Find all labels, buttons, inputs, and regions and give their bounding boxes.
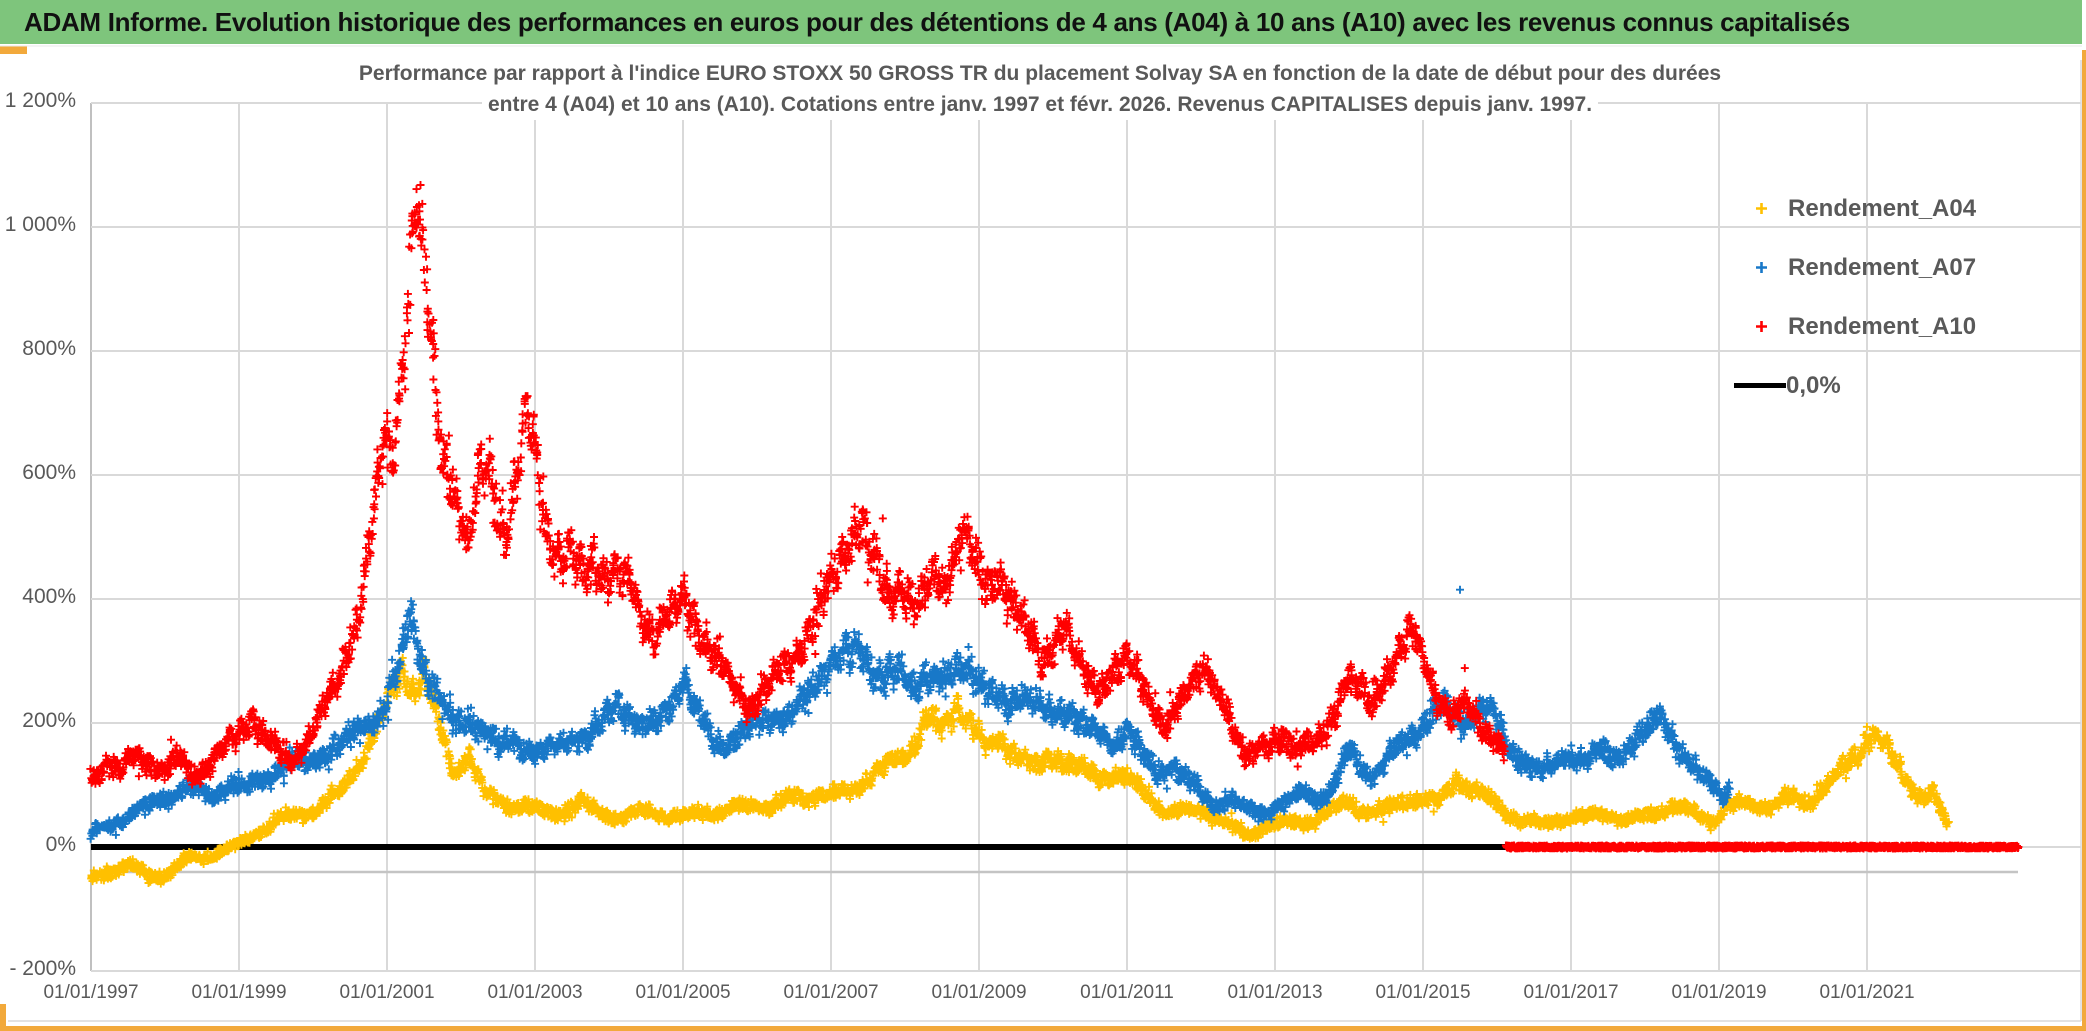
legend-label: Rendement_A10 xyxy=(1788,312,1977,340)
legend-label: 0,0% xyxy=(1786,371,1841,399)
x-axis-label: 01/01/2021 xyxy=(1819,982,1915,1003)
sheet-accent-bottom-left xyxy=(0,1004,6,1026)
plus-marker-icon xyxy=(1734,201,1788,216)
x-axis-label: 01/01/2015 xyxy=(1375,982,1471,1003)
plus-marker-icon xyxy=(1734,260,1788,275)
series-Rendement_A07[interactable] xyxy=(86,585,1734,843)
legend-item-00[interactable]: 0,0% xyxy=(1734,356,2064,415)
chart-title: Performance par rapport à l'indice EURO … xyxy=(90,58,1990,120)
line-swatch-icon xyxy=(1734,383,1786,388)
y-axis-label: 600% xyxy=(22,461,76,484)
x-axis-label: 01/01/2007 xyxy=(783,982,879,1003)
x-axis-label: 01/01/2001 xyxy=(339,982,435,1003)
y-axis-label: 1 000% xyxy=(4,213,76,236)
legend-label: Rendement_A04 xyxy=(1788,194,1977,222)
plus-marker-icon xyxy=(1734,319,1788,334)
y-axis-label: 0% xyxy=(45,833,76,856)
chart-area[interactable]: Performance par rapport à l'indice EURO … xyxy=(0,44,2086,1031)
legend: Rendement_A04 Rendement_A07 Rendement_A10 0… xyxy=(1734,179,2064,415)
chart-title-line2: entre 4 (A04) et 10 ans (A10). Cotations… xyxy=(481,89,1599,120)
sheet-accent-right xyxy=(2082,50,2086,1031)
y-axis: 1 200% 1 000% 800% 600% 400% 200% 0% - 200% xyxy=(0,0,80,1031)
x-axis-label: 01/01/1999 xyxy=(191,982,287,1003)
x-axis-label: 01/01/2009 xyxy=(931,982,1027,1003)
sheet-accent-bottom xyxy=(0,1026,2086,1031)
chart-title-line1: Performance par rapport à l'indice EURO … xyxy=(352,58,1728,89)
y-axis-label: - 200% xyxy=(9,957,76,980)
x-axis-label: 01/01/2011 xyxy=(1080,982,1174,1003)
legend-item-Rendement_A10[interactable]: Rendement_A10 xyxy=(1734,297,2064,356)
title-bar: ADAM Informe. Evolution historique des p… xyxy=(0,0,2082,44)
window-title: ADAM Informe. Evolution historique des p… xyxy=(24,6,1850,37)
sheet-accent-top-left xyxy=(0,46,27,54)
y-axis-label: 1 200% xyxy=(4,89,76,112)
legend-item-Rendement_A04[interactable]: Rendement_A04 xyxy=(1734,179,2064,238)
x-axis-label: 01/01/2003 xyxy=(487,982,583,1003)
y-axis-label: 200% xyxy=(22,709,76,732)
x-axis-label: 01/01/1997 xyxy=(43,982,139,1003)
x-axis-label: 01/01/2019 xyxy=(1671,982,1767,1003)
y-axis-label: 400% xyxy=(22,585,76,608)
legend-label: Rendement_A07 xyxy=(1788,253,1977,281)
x-axis-label: 01/01/2013 xyxy=(1227,982,1323,1003)
x-axis-label: 01/01/2017 xyxy=(1523,982,1619,1003)
series-Rendement_A04[interactable] xyxy=(87,653,1953,888)
x-axis-label: 01/01/2005 xyxy=(635,982,731,1003)
y-axis-label: 800% xyxy=(22,337,76,360)
legend-item-Rendement_A07[interactable]: Rendement_A07 xyxy=(1734,238,2064,297)
series-Rendement_A10[interactable] xyxy=(86,181,2023,853)
